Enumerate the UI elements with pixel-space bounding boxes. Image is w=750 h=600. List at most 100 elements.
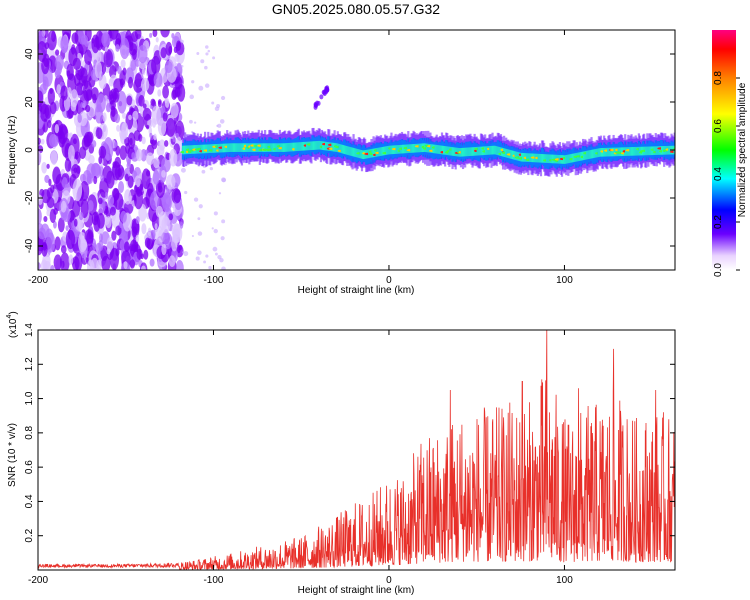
noise-blob bbox=[91, 34, 100, 54]
noise-blob bbox=[101, 255, 111, 270]
noise-blob bbox=[164, 61, 173, 74]
noise-blob bbox=[115, 44, 120, 52]
noise-blob bbox=[111, 230, 117, 241]
noise-blob bbox=[161, 216, 171, 234]
noise-blob bbox=[151, 55, 161, 75]
noise-blob bbox=[69, 132, 73, 138]
noise-dot bbox=[184, 190, 188, 195]
noise-dot bbox=[196, 52, 200, 55]
noise-blob bbox=[105, 103, 112, 113]
noise-blob bbox=[106, 170, 115, 189]
noise-blob bbox=[137, 44, 148, 64]
y-tick-label: -20 bbox=[24, 190, 35, 205]
noise-blob bbox=[136, 148, 143, 162]
noise-blob bbox=[153, 72, 163, 88]
noise-blob bbox=[132, 110, 139, 121]
noise-blob bbox=[43, 53, 50, 68]
colorbar-tick-label: 0.2 bbox=[713, 215, 724, 229]
noise-blob bbox=[150, 229, 156, 240]
snr-panel: -200 -100 0 100 0.2 0.4 0.6 0.8 1.0 1.2 1.4 Heigh… bbox=[6, 311, 676, 596]
noise-blob bbox=[162, 192, 172, 213]
noise-blob bbox=[161, 243, 167, 256]
noise-blob bbox=[138, 94, 145, 107]
noise-blob bbox=[64, 158, 72, 172]
noise-blob bbox=[115, 225, 122, 236]
noise-blob bbox=[57, 123, 68, 145]
noise-blob bbox=[155, 205, 164, 218]
noise-dot bbox=[183, 251, 189, 257]
noise-blob bbox=[165, 118, 176, 137]
noise-blob bbox=[120, 210, 127, 223]
heatmap-marks bbox=[38, 30, 675, 270]
noise-blob bbox=[152, 170, 160, 185]
noise-blob bbox=[140, 77, 150, 92]
noise-blob bbox=[172, 136, 176, 143]
noise-blob bbox=[115, 145, 121, 156]
noise-blob bbox=[162, 85, 170, 99]
noise-blob bbox=[40, 259, 48, 270]
noise-blob bbox=[78, 211, 84, 221]
noise-blob bbox=[124, 173, 129, 182]
noise-blob bbox=[43, 215, 48, 222]
noise-blob bbox=[117, 65, 122, 75]
noise-dot bbox=[220, 236, 225, 241]
noise-blob bbox=[126, 95, 133, 106]
side-feature-blob bbox=[319, 94, 324, 100]
snr-multiplier-exp: 4 bbox=[6, 315, 13, 319]
snr-y-ticks: 0.2 0.4 0.6 0.8 1.0 1.2 1.4 bbox=[24, 323, 675, 543]
noise-dot bbox=[219, 119, 225, 124]
noise-blob bbox=[51, 135, 59, 147]
noise-blob bbox=[109, 206, 116, 216]
colorbar-tick-label: 0.6 bbox=[713, 119, 724, 133]
noise-dot bbox=[214, 106, 220, 112]
noise-blob bbox=[48, 178, 52, 187]
noise-blob bbox=[158, 139, 166, 151]
noise-blob bbox=[50, 264, 55, 270]
noise-blob bbox=[150, 98, 156, 106]
noise-blob bbox=[153, 133, 157, 141]
noise-blob bbox=[174, 86, 181, 97]
side-feature-blob bbox=[313, 104, 318, 110]
noise-blob bbox=[91, 140, 97, 148]
noise-blob bbox=[72, 178, 83, 202]
noise-blob bbox=[38, 208, 42, 225]
snr-x-label: Height of straight line (km) bbox=[298, 585, 415, 596]
noise-blob bbox=[151, 105, 161, 125]
noise-blob bbox=[168, 255, 176, 268]
noise-blob bbox=[136, 248, 143, 260]
noise-blob bbox=[138, 203, 147, 222]
y-tick-label: 20 bbox=[24, 96, 35, 108]
noise-blob bbox=[175, 259, 184, 270]
noise-blob bbox=[152, 30, 158, 37]
noise-blob bbox=[66, 70, 71, 77]
noise-blob bbox=[119, 221, 123, 229]
noise-dot bbox=[218, 192, 222, 195]
band-hotspot bbox=[669, 150, 675, 154]
noise-blob bbox=[149, 32, 153, 38]
noise-blob bbox=[135, 234, 140, 243]
x-tick-label: -200 bbox=[28, 575, 48, 586]
heatmap-y-label: Frequency (Hz) bbox=[7, 116, 18, 185]
noise-blob bbox=[128, 114, 132, 121]
noise-dot bbox=[204, 65, 208, 70]
noise-blob bbox=[175, 132, 180, 139]
x-tick-label: 100 bbox=[556, 275, 573, 286]
noise-dot bbox=[189, 94, 195, 100]
noise-blob bbox=[71, 32, 79, 44]
noise-blob bbox=[91, 211, 99, 226]
noise-blob bbox=[128, 76, 134, 89]
noise-blob bbox=[160, 30, 170, 38]
noise-blob bbox=[50, 184, 55, 194]
noise-blob bbox=[146, 152, 155, 166]
noise-blob bbox=[48, 55, 57, 74]
noise-blob bbox=[95, 127, 103, 140]
noise-blob bbox=[85, 104, 91, 113]
noise-blob bbox=[130, 59, 137, 72]
noise-blob bbox=[44, 42, 50, 50]
noise-blob bbox=[71, 163, 81, 179]
noise-blob bbox=[141, 223, 147, 235]
noise-blob bbox=[101, 32, 111, 48]
y-tick-label: 0.2 bbox=[24, 528, 35, 542]
colorbar: 0.0 0.2 0.4 0.6 0.8 Normalized spectral ampl… bbox=[712, 30, 748, 277]
x-tick-label: -100 bbox=[203, 275, 223, 286]
